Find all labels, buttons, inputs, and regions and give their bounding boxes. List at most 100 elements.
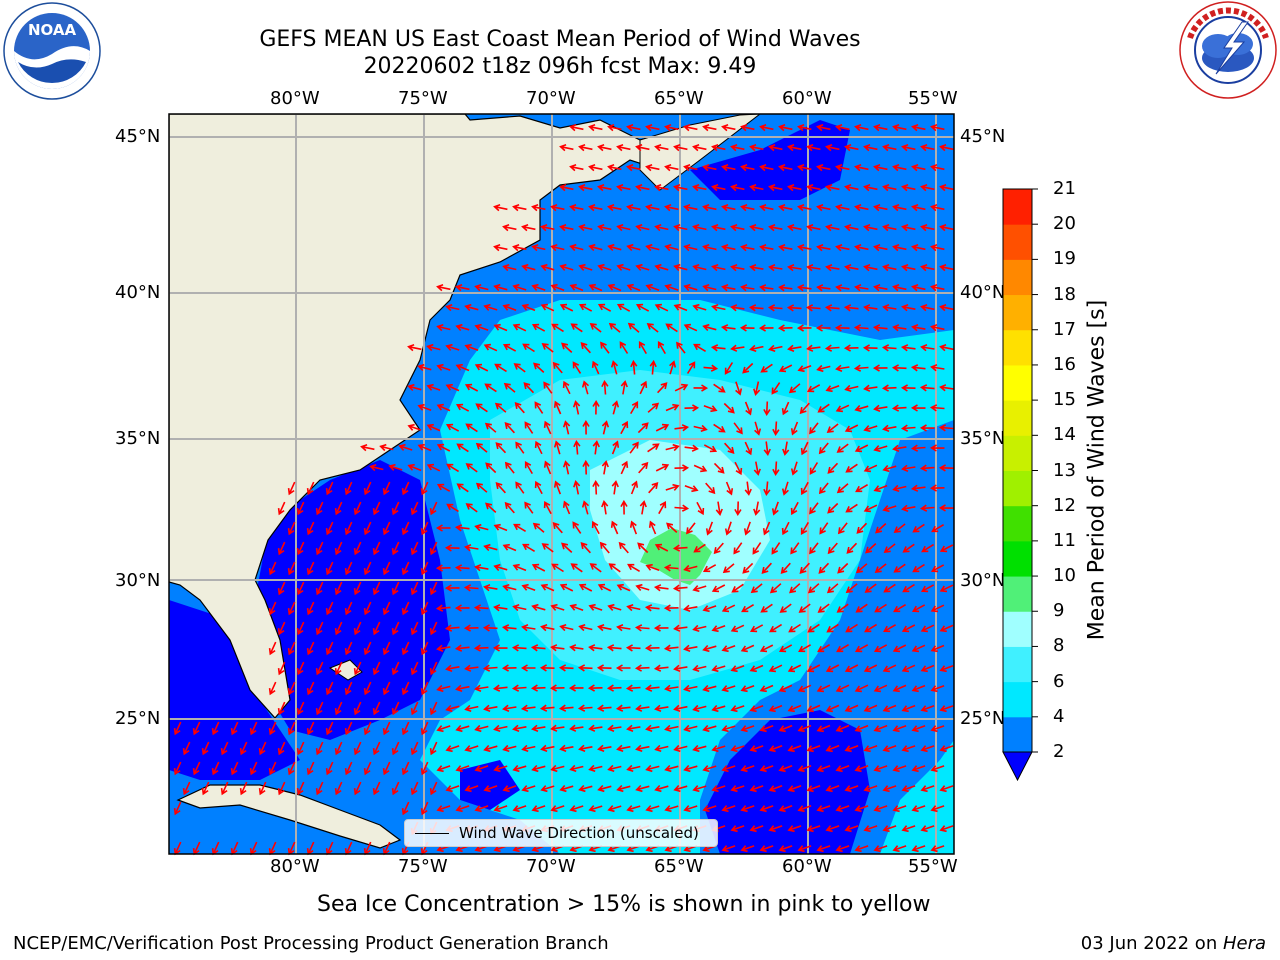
direction-arrow [778,724,793,733]
direction-arrow [863,504,878,513]
direction-arrow [512,323,527,332]
direction-arrow [797,724,812,733]
direction-arrow [657,382,668,394]
direction-arrow [420,521,429,536]
direction-arrow [372,701,381,716]
direction-arrow [844,424,859,433]
direction-arrow [401,801,410,816]
direction-arrow [429,621,438,636]
colorbar-tick-label-11: 11 [1053,529,1076,551]
direction-arrow [483,303,498,311]
direction-arrow [759,284,774,292]
direction-arrow [559,583,574,592]
direction-arrow [315,661,324,676]
direction-arrow [816,244,831,252]
direction-arrow [816,724,831,733]
direction-arrow [816,124,831,132]
direction-arrow [445,423,460,432]
direction-arrow [410,501,419,516]
direction-arrow [911,684,926,693]
direction-arrow [578,784,593,793]
direction-arrow [911,845,926,853]
direction-arrow [875,523,887,534]
direction-arrow [781,401,790,416]
direction-arrow [809,542,819,555]
direction-arrow [645,164,660,172]
direction-arrow [692,184,707,192]
direction-arrow [296,621,305,636]
direction-arrow [901,785,916,793]
direction-arrow [577,664,593,672]
direction-arrow [892,684,907,693]
direction-arrow [372,741,381,756]
direction-arrow [654,144,669,152]
direction-arrow [382,681,391,696]
direction-arrow [561,542,573,553]
direction-arrow [635,184,650,192]
direction-arrow [854,204,869,212]
direction-arrow [787,664,802,673]
direction-arrow [550,805,565,813]
direction-arrow [900,424,916,432]
direction-arrow [753,381,761,396]
direction-arrow [334,741,343,756]
direction-arrow [672,584,688,592]
direction-arrow [692,144,707,152]
direction-arrow [762,521,771,536]
direction-arrow [597,144,612,152]
direction-arrow [611,400,620,415]
direction-arrow [435,604,451,612]
direction-arrow [892,805,907,813]
direction-arrow [353,541,362,556]
direction-arrow [363,761,372,776]
direction-arrow [683,724,698,733]
direction-arrow [644,684,660,692]
direction-arrow [420,601,429,616]
direction-arrow [382,521,391,536]
direction-arrow [618,541,629,554]
direction-arrow [806,264,821,272]
noaa-logo-text: NOAA [28,21,77,39]
direction-arrow [845,583,858,594]
direction-arrow [420,681,429,696]
direction-arrow [533,362,545,373]
direction-arrow [587,684,603,692]
direction-arrow [711,625,726,633]
direction-arrow [806,744,821,753]
direction-arrow [767,304,783,312]
direction-arrow [645,563,660,572]
direction-arrow [702,164,717,172]
direction-arrow [569,724,584,732]
direction-arrow [268,561,277,576]
direction-arrow [722,563,735,574]
direction-arrow [797,684,812,693]
direction-arrow [683,805,698,813]
direction-arrow [474,805,489,813]
direction-arrow [683,564,698,573]
direction-arrow [930,324,945,332]
direction-arrow [930,364,945,372]
direction-arrow [815,324,831,332]
direction-arrow [844,785,859,793]
period-under-2s-southeast [705,710,870,854]
direction-arrow [401,761,410,776]
direction-arrow [730,624,745,633]
direction-arrow [664,764,679,773]
direction-arrow [572,400,581,415]
direction-arrow [626,124,641,132]
direction-arrow [713,462,725,474]
direction-arrow [588,764,603,773]
legend-label: Wind Wave Direction (unscaled) [459,824,699,842]
direction-arrow [578,303,593,312]
direction-arrow [588,724,603,732]
direction-arrow [664,724,679,732]
direction-arrow [581,500,590,515]
direction-arrow [173,801,182,816]
direction-arrow [786,304,802,312]
direction-arrow [465,503,478,513]
direction-arrow [577,704,593,712]
direction-arrow [882,224,897,232]
direction-arrow [730,705,745,713]
direction-arrow [344,601,353,616]
direction-arrow [482,624,498,632]
